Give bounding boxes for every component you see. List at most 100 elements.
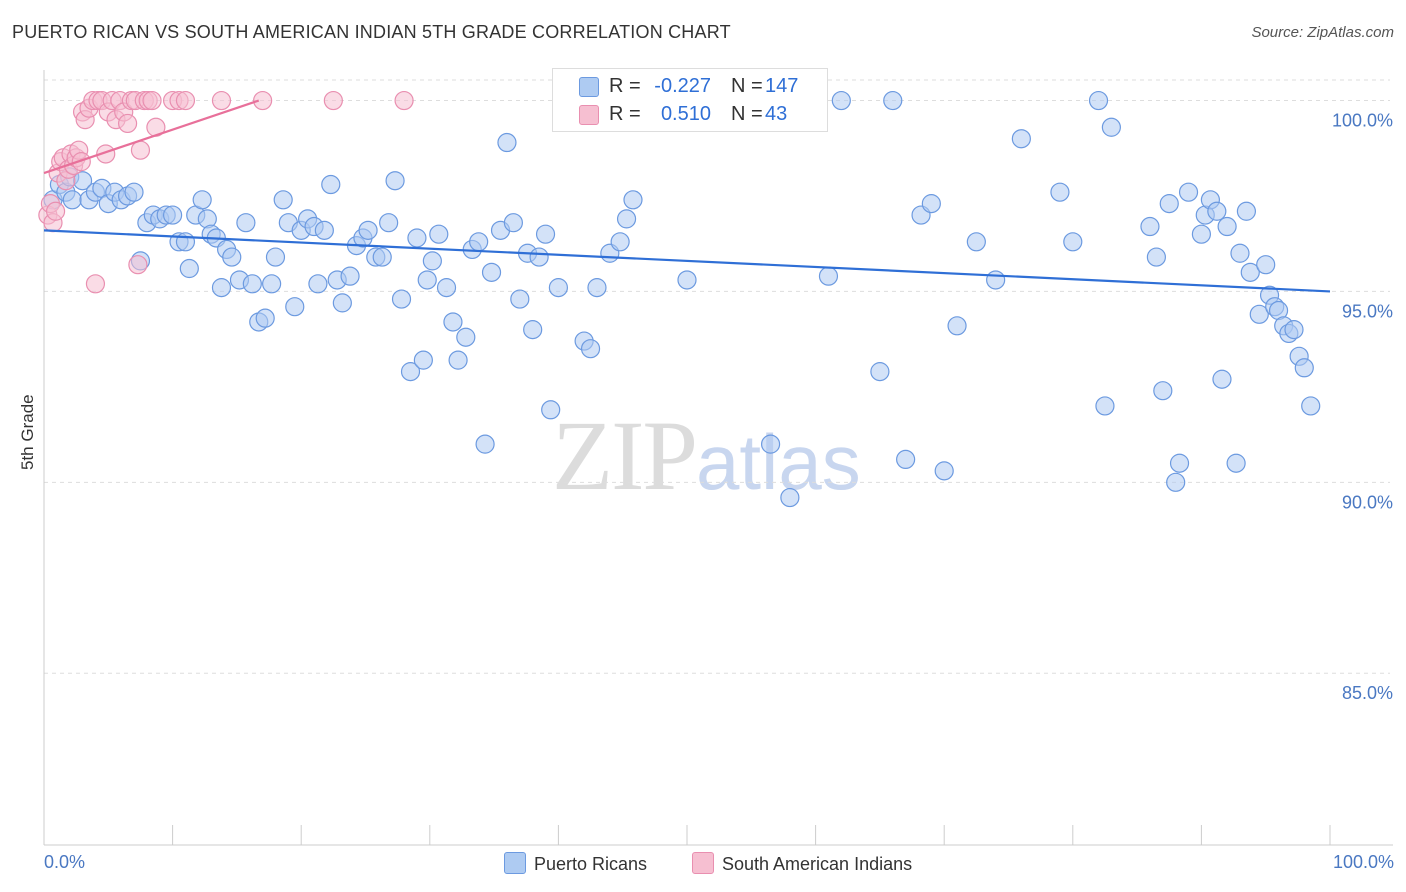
puerto-rican-point (677, 270, 697, 290)
puerto-rican-point (947, 316, 967, 336)
puerto-rican-point (1101, 117, 1121, 137)
puerto-rican-point (255, 308, 275, 328)
puerto-rican-point (400, 362, 421, 382)
puerto-rican-point (1178, 182, 1199, 202)
puerto-rican-point (413, 350, 433, 370)
puerto-rican-point (448, 350, 468, 370)
puerto-rican-point (481, 262, 502, 282)
puerto-rican-point (285, 297, 305, 317)
puerto-rican-point (1169, 453, 1190, 473)
puerto-rican-point (818, 266, 839, 286)
bottom-legend-label: South American Indians (722, 854, 913, 874)
chart-title: PUERTO RICAN VS SOUTH AMERICAN INDIAN 5T… (12, 22, 731, 42)
puerto-rican-point (870, 362, 890, 382)
puerto-rican-point (523, 320, 543, 340)
puerto-rican-point (469, 232, 489, 252)
puerto-rican-point (391, 289, 412, 309)
puerto-rican-point (211, 278, 232, 298)
puerto-rican-point (966, 232, 986, 252)
puerto-rican-point (1140, 216, 1160, 237)
puerto-rican-point (222, 247, 242, 267)
y-axis-label: 5th Grade (18, 394, 37, 470)
puerto-rican-point (510, 289, 530, 309)
puerto-rican-point (535, 224, 556, 244)
south-american-indian-point (394, 90, 414, 111)
puerto-rican-point (548, 278, 569, 298)
legend-swatch-blue (579, 77, 599, 97)
puerto-rican-point (422, 251, 442, 271)
puerto-rican-point (1294, 358, 1314, 378)
puerto-rican-point (372, 247, 392, 267)
puerto-rican-point (1063, 232, 1083, 252)
puerto-rican-point (1050, 182, 1070, 202)
puerto-rican-point (831, 90, 851, 111)
puerto-rican-point (163, 205, 183, 225)
legend-row-puerto-ricans: R = -0.227 N = 147 (553, 71, 827, 101)
puerto-rican-point (580, 339, 601, 359)
puerto-rican-point (379, 213, 399, 233)
legend-r-value: 0.510 (660, 103, 711, 125)
puerto-rican-point (883, 90, 903, 111)
legend-r-label: R = (609, 75, 641, 97)
puerto-rican-point (1249, 304, 1269, 324)
puerto-rican-point (1191, 224, 1212, 244)
puerto-rican-point (385, 171, 405, 191)
puerto-rican-point (332, 293, 352, 313)
puerto-rican-point (314, 220, 334, 240)
south-american-indian-point (323, 90, 343, 111)
legend-n-label: N = (731, 75, 763, 97)
chart-source: Source: ZipAtlas.com (1251, 24, 1394, 41)
correlation-legend: R = -0.227 N = 147 R = 0.510 N = 43 (552, 68, 828, 132)
puerto-rican-point (273, 190, 293, 210)
puerto-rican-point (497, 132, 517, 153)
legend-n-value: 43 (765, 103, 788, 125)
puerto-rican-point (192, 190, 212, 210)
puerto-rican-point (1207, 201, 1227, 221)
bottom-legend-swatch-pink (692, 852, 714, 874)
puerto-rican-point (780, 487, 800, 508)
y-tick-label: 90.0% (1342, 492, 1393, 512)
puerto-rican-point (921, 194, 941, 214)
bottom-legend-swatch-blue (504, 852, 526, 874)
puerto-rican-point (179, 258, 199, 279)
puerto-rican-point (1284, 320, 1304, 340)
legend-n-label: N = (731, 103, 763, 125)
puerto-rican-point (417, 270, 437, 290)
south-american-indian-point (142, 90, 162, 111)
south-american-indian-point (253, 90, 273, 111)
y-tick-label: 85.0% (1342, 683, 1393, 703)
south-american-indian-point (211, 90, 232, 111)
south-american-indian-point (96, 144, 116, 164)
puerto-rican-point (541, 400, 561, 420)
watermark-zip: ZIP (552, 400, 698, 511)
puerto-rican-point (1159, 194, 1179, 214)
zipatlas-watermark: ZIPatlas (552, 398, 861, 513)
puerto-rican-point (1011, 129, 1031, 149)
puerto-rican-point (308, 274, 328, 294)
x-tick-label-max: 100.0% (1332, 852, 1394, 872)
legend-swatch-pink (579, 105, 599, 125)
puerto-rican-point (623, 190, 643, 210)
puerto-rican-point (1217, 216, 1237, 237)
puerto-rican-point (475, 434, 495, 454)
puerto-rican-point (896, 449, 916, 470)
puerto-rican-point (1230, 243, 1250, 263)
bottom-legend-south-american-indians: South American Indians (692, 852, 912, 875)
puerto-rican-point (616, 209, 637, 229)
puerto-rican-point (529, 247, 549, 267)
south-american-indian-point (130, 140, 151, 160)
puerto-rican-point (1095, 396, 1115, 416)
puerto-rican-point (262, 274, 282, 294)
puerto-rican-point (265, 247, 286, 267)
legend-n-value: 147 (765, 75, 799, 97)
puerto-rican-point (986, 270, 1006, 290)
puerto-rican-point (934, 461, 954, 481)
puerto-rican-point (358, 220, 378, 240)
puerto-rican-point (456, 327, 476, 347)
south-american-indian-trend-line (43, 99, 260, 175)
puerto-rican-point (610, 232, 630, 252)
puerto-rican-point (429, 224, 449, 244)
watermark-atlas: atlas (696, 418, 861, 506)
puerto-rican-trend-line (43, 229, 1331, 293)
